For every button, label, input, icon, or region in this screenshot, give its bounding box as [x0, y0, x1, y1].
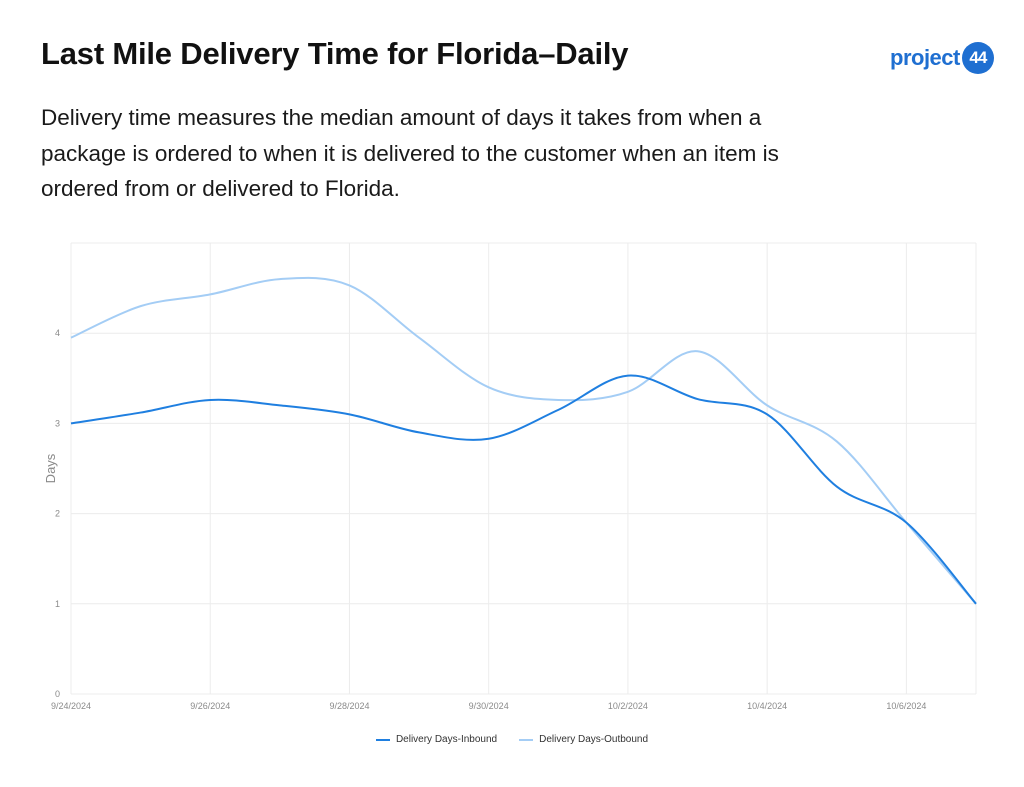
chart-description: Delivery time measures the median amount… [41, 105, 779, 201]
x-tick-label: 10/6/2024 [886, 701, 926, 711]
x-tick-label: 9/28/2024 [329, 701, 369, 711]
logo-badge: 44 [961, 42, 994, 74]
y-tick-label: 4 [55, 328, 60, 338]
x-tick-label: 9/26/2024 [190, 701, 230, 711]
series-line-outbound [70, 276, 977, 605]
y-tick-label: 3 [55, 418, 60, 428]
x-tick-label: 10/4/2024 [747, 701, 787, 711]
legend-label-outbound: Delivery Days-Outbound [539, 734, 649, 745]
legend-item-outbound: Delivery Days-Outbound [519, 734, 648, 745]
chart-legend: Delivery Days-Inbound Delivery Days-Outb… [0, 734, 1024, 745]
x-tick-label: 9/24/2024 [51, 701, 91, 711]
y-axis-ticks: 0 1 2 3 4 [55, 328, 60, 699]
legend-item-inbound: Delivery Days-Inbound [375, 734, 498, 745]
series-line-inbound [70, 374, 977, 605]
legend-label-inbound: Delivery Days-Inbound [395, 734, 498, 745]
x-tick-label: 9/30/2024 [469, 701, 509, 711]
project44-logo: project 44 [890, 40, 994, 76]
y-tick-label: 0 [55, 689, 60, 699]
chart-series [70, 276, 977, 605]
y-tick-label: 1 [55, 599, 60, 609]
chart-grid [70, 242, 977, 695]
page-title: Last Mile Delivery Time for Florida–Dail… [41, 36, 629, 71]
logo-wordmark: project [890, 45, 960, 70]
legend-swatch-outbound [519, 738, 534, 741]
x-tick-label: 10/2/2024 [608, 701, 648, 711]
y-tick-label: 2 [55, 509, 60, 519]
legend-swatch-inbound [375, 738, 390, 741]
y-axis-label: Days [43, 453, 58, 483]
x-axis-ticks: 9/24/2024 9/26/2024 9/28/2024 9/30/2024 10/2… [51, 701, 926, 711]
